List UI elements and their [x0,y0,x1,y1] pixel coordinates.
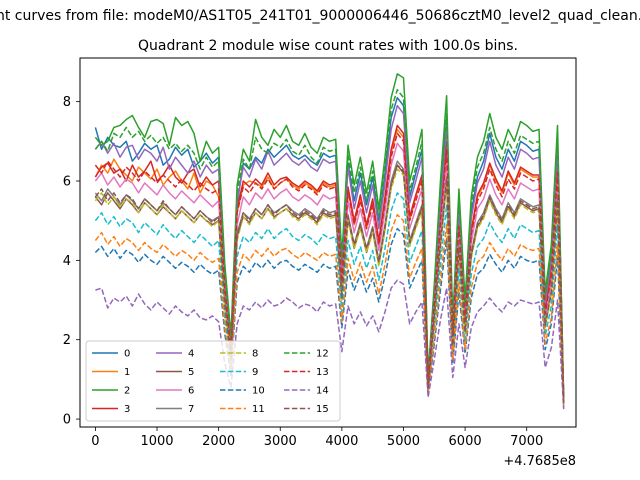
x-tick-label-4000: 4000 [325,434,358,449]
series-line-8 [94,168,565,405]
x-tick-label-7000: 7000 [510,434,543,449]
series-line-11 [94,213,565,407]
x-tick-label-6000: 6000 [449,434,482,449]
figure-suptitle: Light curves from file: modeM0/AS1T05_24… [0,8,640,24]
legend-label-11: 11 [252,404,265,415]
series-line-9 [94,192,565,406]
legend-label-9: 9 [252,367,258,378]
legend-label-5: 5 [188,367,194,378]
y-tick-label-0: 0 [63,413,71,428]
series-line-4 [94,104,565,400]
chart-title: Quadrant 2 module wise count rates with … [138,38,518,54]
x-offset-label: +4.7685e8 [503,454,576,469]
series-line-10 [94,227,565,408]
legend-label-2: 2 [124,386,130,397]
x-tick-label-2000: 2000 [202,434,235,449]
y-tick-label-8: 8 [63,95,71,110]
series-line-0 [94,96,565,400]
series-line-6 [94,142,565,403]
legend-label-8: 8 [252,349,258,360]
legend-label-14: 14 [316,386,329,397]
legend-label-10: 10 [252,386,265,397]
legend-label-6: 6 [188,386,194,397]
series-line-14 [95,279,565,410]
legend-label-0: 0 [124,349,130,360]
legend-box [85,340,341,422]
legend-label-7: 7 [188,404,194,415]
legend-label-15: 15 [316,404,329,415]
series-line-2 [94,73,565,398]
series-line-13 [94,132,565,402]
y-tick-label-2: 2 [63,333,71,348]
series-line-15 [94,164,565,404]
y-tick-label-4: 4 [63,254,71,269]
legend-label-3: 3 [124,404,130,415]
legend-label-13: 13 [316,367,329,378]
legend-label-12: 12 [316,349,329,360]
x-tick-label-0: 0 [91,434,99,449]
x-tick-label-3000: 3000 [264,434,297,449]
x-tick-label-5000: 5000 [387,434,420,449]
y-axis: 0 2 4 6 8 [63,95,80,428]
legend-label-4: 4 [188,349,194,360]
series-line-3 [94,124,565,402]
series-line-12 [94,88,565,399]
x-tick-label-1000: 1000 [140,434,173,449]
y-tick-label-6: 6 [63,175,71,190]
plot-frame [79,57,577,428]
series-layer [94,73,565,410]
legend-label-1: 1 [124,367,130,378]
x-axis: 0 1000 2000 3000 4000 5000 6000 7000 [91,427,543,449]
